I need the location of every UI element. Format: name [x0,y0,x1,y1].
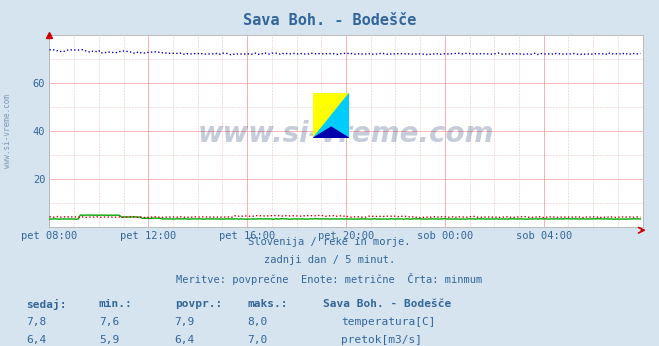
Polygon shape [313,93,349,138]
Polygon shape [313,127,349,138]
Text: zadnji dan / 5 minut.: zadnji dan / 5 minut. [264,255,395,265]
Text: 7,6: 7,6 [99,317,119,327]
Text: temperatura[C]: temperatura[C] [341,317,436,327]
Text: povpr.:: povpr.: [175,299,222,309]
Text: 7,0: 7,0 [247,335,268,345]
Text: 5,9: 5,9 [99,335,119,345]
Text: sedaj:: sedaj: [26,299,67,310]
Polygon shape [313,93,349,138]
Text: Sava Boh. - Bodešče: Sava Boh. - Bodešče [243,13,416,28]
Text: min.:: min.: [99,299,132,309]
Text: Meritve: povprečne  Enote: metrične  Črta: minmum: Meritve: povprečne Enote: metrične Črta:… [177,273,482,285]
Text: Sava Boh. - Bodešče: Sava Boh. - Bodešče [323,299,451,309]
Text: www.si-vreme.com: www.si-vreme.com [198,120,494,148]
Text: www.si-vreme.com: www.si-vreme.com [3,94,13,169]
Text: 7,8: 7,8 [26,317,47,327]
Text: Slovenija / reke in morje.: Slovenija / reke in morje. [248,237,411,247]
Text: pretok[m3/s]: pretok[m3/s] [341,335,422,345]
Text: 8,0: 8,0 [247,317,268,327]
Text: 6,4: 6,4 [26,335,47,345]
Text: maks.:: maks.: [247,299,287,309]
Text: 7,9: 7,9 [175,317,195,327]
Text: 6,4: 6,4 [175,335,195,345]
